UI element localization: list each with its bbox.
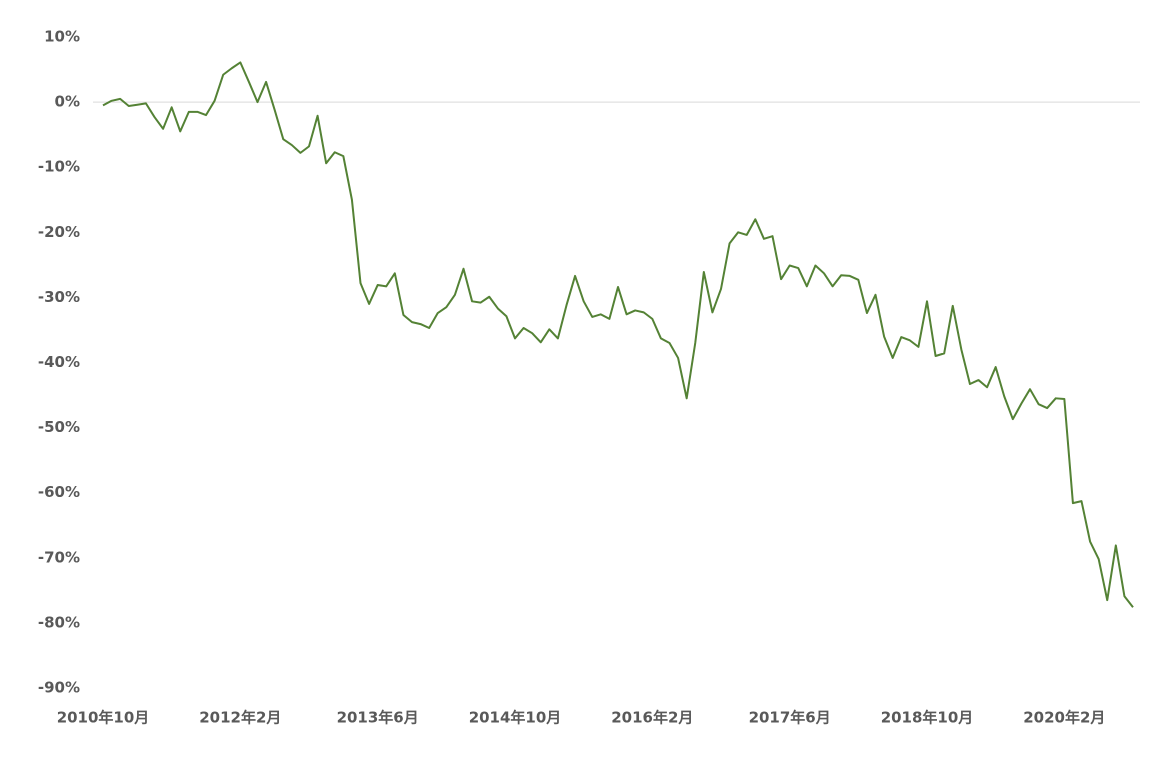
y-tick-label: -40%: [38, 353, 80, 371]
x-tick-label: 2020年2月: [1023, 709, 1105, 727]
y-tick-label: 0%: [55, 93, 80, 111]
y-tick-label: -50%: [38, 418, 80, 436]
x-tick-label: 2012年2月: [199, 709, 281, 727]
x-tick-label: 2017年6月: [749, 709, 831, 727]
x-tick-label: 2013年6月: [337, 709, 419, 727]
y-tick-label: -60%: [38, 483, 80, 501]
x-tick-label: 2018年10月: [881, 709, 974, 727]
y-tick-label: -20%: [38, 223, 80, 241]
data-line: [102, 61, 1134, 608]
y-tick-label: -70%: [38, 548, 80, 566]
y-tick-label: -10%: [38, 158, 80, 176]
y-tick-label: -80%: [38, 613, 80, 631]
x-tick-label: 2014年10月: [469, 709, 562, 727]
y-tick-label: -30%: [38, 288, 80, 306]
y-tick-label: 10%: [44, 28, 80, 46]
x-tick-label: 2016年2月: [611, 709, 693, 727]
y-tick-label: -90%: [38, 679, 80, 697]
x-tick-label: 2010年10月: [57, 709, 150, 727]
